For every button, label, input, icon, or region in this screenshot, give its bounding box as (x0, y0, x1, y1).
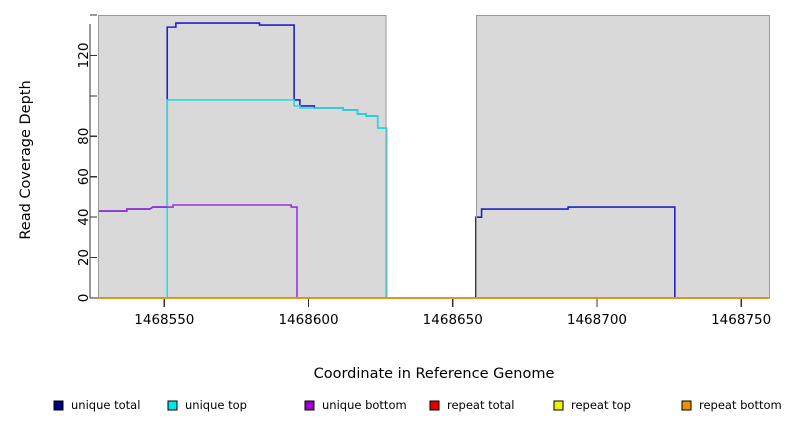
legend-swatch-unique-top-icon (167, 400, 178, 411)
legend-label-repeat-total: repeat total (447, 398, 514, 412)
y-tick-label-40: 40 (76, 209, 92, 226)
y-tick-label-120: 120 (76, 43, 92, 69)
panel-region-1 (475, 15, 770, 298)
x-tick-label-1468650: 1468650 (423, 312, 483, 328)
y-tick-label-0: 0 (76, 294, 92, 303)
legend-swatch-unique-total-icon (53, 400, 64, 411)
legend-item-unique-bottom: unique bottom (304, 398, 407, 412)
x-tick-label-1468600: 1468600 (278, 312, 338, 328)
legend-swatch-repeat-top-icon (553, 400, 564, 411)
y-tick-label-60: 60 (76, 168, 92, 185)
legend-label-repeat-top: repeat top (571, 398, 631, 412)
x-tick-label-1468700: 1468700 (567, 312, 627, 328)
series-line-unique-top (98, 99, 770, 299)
legend-swatch-unique-bottom-icon (304, 400, 315, 411)
legend-item-repeat-total: repeat total (429, 398, 514, 412)
x-axis-title: Coordinate in Reference Genome (314, 366, 555, 382)
plot-panel-background (98, 15, 770, 298)
legend-label-repeat-bottom: repeat bottom (699, 398, 782, 412)
legend-swatch-repeat-total-icon (429, 400, 440, 411)
legend-item-repeat-top: repeat top (553, 398, 631, 412)
y-tick-label-80: 80 (76, 128, 92, 145)
panel-region-0 (98, 15, 387, 298)
y-tick-label-20: 20 (76, 249, 92, 266)
chart-legend: unique total unique top unique bottom repea… (53, 398, 782, 412)
x-tick-label-1468550: 1468550 (134, 312, 194, 328)
axis-tick-labels: 0 20 40 60 80 120 1468550 1468600 1468650 1468700… (76, 43, 771, 328)
panel-frame-1 (475, 15, 770, 298)
legend-item-repeat-bottom: repeat bottom (681, 398, 782, 412)
panel-frame-0 (98, 15, 387, 298)
legend-swatch-repeat-bottom-icon (681, 400, 692, 411)
legend-item-unique-total: unique total (53, 398, 140, 412)
legend-label-unique-bottom: unique bottom (322, 398, 407, 412)
y-axis-title: Read Coverage Depth (18, 80, 34, 239)
panel-frame (98, 15, 770, 298)
legend-label-unique-total: unique total (71, 398, 140, 412)
series-line-unique-bottom (98, 204, 770, 299)
x-tick-label-1468750: 1468750 (711, 312, 771, 328)
legend-item-unique-top: unique top (167, 398, 247, 412)
legend-label-unique-top: unique top (185, 398, 247, 412)
